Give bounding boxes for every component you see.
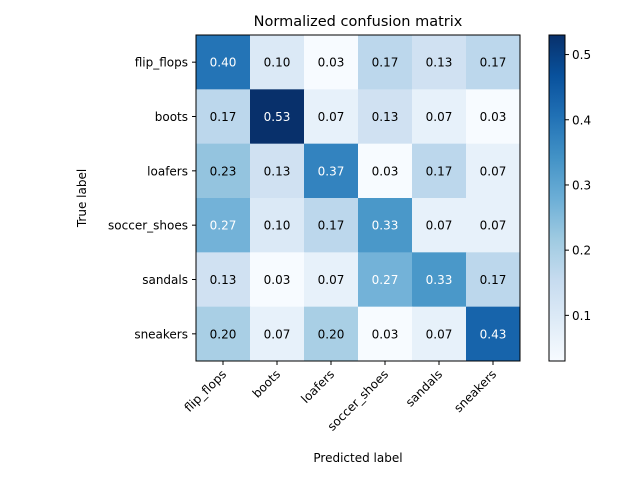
cell-value-label: 0.27 [210,219,237,233]
y-tick-label: flip_flops [135,56,188,70]
cell-value-label: 0.43 [480,327,507,341]
colorbar-tick-label: 0.5 [572,48,591,62]
heatmap-cell [304,306,359,362]
heatmap-cell [196,89,251,145]
cell-value-label: 0.07 [426,110,453,124]
colorbar-tick-label: 0.1 [572,309,591,323]
heatmap-cell [250,198,305,253]
cell-value-label: 0.07 [264,327,291,341]
cell-value-label: 0.07 [318,110,345,124]
cell-value-label: 0.20 [318,327,345,341]
heatmap-cell [304,35,359,90]
heatmap-cell [412,35,467,90]
heatmap-cell [412,89,467,145]
heatmap-cell-labels: 0.40 0.10 0.03 0.17 0.13 0.17 0.17 0.53 0.07 0.13… [210,56,507,342]
cell-value-label: 0.17 [480,273,507,287]
cell-value-label: 0.07 [426,327,453,341]
heatmap-cell [466,252,521,308]
cell-value-label: 0.03 [372,327,399,341]
y-axis-label: True label [75,169,89,228]
cell-value-label: 0.17 [318,219,345,233]
heatmap-cell [250,252,305,308]
y-tick-label: sandals [142,273,188,287]
cell-value-label: 0.07 [426,219,453,233]
cell-value-label: 0.27 [372,273,399,287]
colorbar-ticks: 0.1 0.2 0.3 0.4 0.5 [565,48,591,323]
cell-value-label: 0.13 [210,273,237,287]
heatmap-cell [466,35,521,90]
x-axis-label: Predicted label [313,451,402,465]
colorbar-tick-label: 0.2 [572,244,591,258]
x-tick-label: sneakers [451,367,499,415]
cell-value-label: 0.40 [210,56,237,70]
heatmap-cell [250,306,305,362]
colorbar [548,34,566,362]
heatmap-cell [466,306,521,362]
heatmap-cell [466,143,521,199]
cell-value-label: 0.17 [210,110,237,124]
cell-value-label: 0.53 [264,110,291,124]
cell-value-label: 0.37 [318,164,345,178]
x-tick-label: boots [250,367,283,400]
heatmap-cell [250,89,305,145]
heatmap-cell [412,252,467,308]
heatmap-cell [304,252,359,308]
cell-value-label: 0.03 [480,110,507,124]
cell-value-label: 0.23 [210,164,237,178]
heatmap-cell [358,252,413,308]
heatmap-cell [412,306,467,362]
heatmap-cell [466,89,521,145]
cell-value-label: 0.20 [210,327,237,341]
cell-value-label: 0.03 [264,273,291,287]
heatmap-cell [412,198,467,253]
cell-value-label: 0.03 [318,56,345,70]
heatmap-cell [196,143,251,199]
cell-value-label: 0.07 [480,164,507,178]
heatmap-cell [196,198,251,253]
heatmap-cell [250,35,305,90]
heatmap-cell [358,35,413,90]
cell-value-label: 0.13 [264,164,291,178]
cell-value-label: 0.07 [318,273,345,287]
heatmap-cells [196,35,521,362]
cell-value-label: 0.13 [372,110,399,124]
cell-value-label: 0.33 [426,273,453,287]
x-tick-label: flip_flops [182,367,230,415]
cell-value-label: 0.17 [426,164,453,178]
chart-title: Normalized confusion matrix [254,14,463,30]
y-tick-label: soccer_shoes [108,219,188,233]
cell-value-label: 0.07 [480,219,507,233]
colorbar-tick-label: 0.3 [572,178,591,192]
heatmap-cell [304,143,359,199]
cell-value-label: 0.17 [480,56,507,70]
heatmap-cell [304,198,359,253]
heatmap-cell [412,143,467,199]
heatmap-cell [250,143,305,199]
heatmap-cell [196,306,251,362]
cell-value-label: 0.03 [372,164,399,178]
heatmap-cell [358,198,413,253]
cell-value-label: 0.10 [264,219,291,233]
y-tick-label: sneakers [134,327,188,341]
cell-value-label: 0.10 [264,56,291,70]
heatmap-cell [196,252,251,308]
heatmap-cell [466,198,521,253]
heatmap-cell [304,89,359,145]
heatmap-cell [358,89,413,145]
cell-value-label: 0.33 [372,219,399,233]
colorbar-tick-label: 0.4 [572,113,591,127]
y-tick-label: loafers [147,164,188,178]
heatmap-cell [196,35,251,90]
x-tick-label: sandals [403,367,445,409]
cell-value-label: 0.17 [372,56,399,70]
cell-value-label: 0.13 [426,56,453,70]
y-tick-label: boots [155,110,188,124]
heatmap-cell [358,143,413,199]
heatmap-cell [358,306,413,362]
x-tick-label: loafers [298,367,337,406]
plot-frame [195,34,521,362]
